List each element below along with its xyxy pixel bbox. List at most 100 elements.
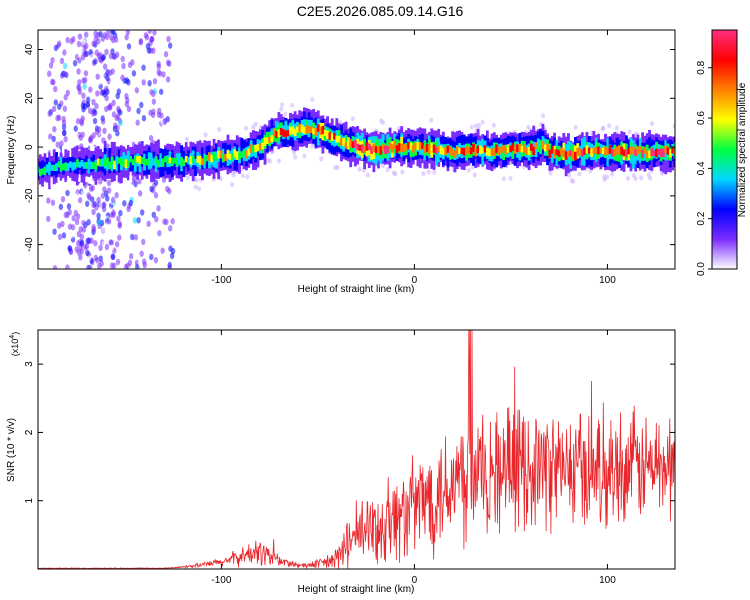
heatmap-noise-cell (167, 60, 172, 67)
heatmap-ridge-cell (168, 157, 172, 164)
heatmap-ridge-cell (393, 140, 397, 150)
heatmap-noise-cell (48, 62, 54, 69)
heatmap-ridge-cell (180, 157, 184, 166)
heatmap-ridge-cell (279, 127, 283, 136)
heatmap-noise-cell (55, 114, 60, 122)
heatmap-ridge-cell (585, 145, 589, 154)
heatmap-noise-cell (280, 102, 285, 108)
heatmap-ridge-cell (71, 162, 75, 171)
heatmap-ridge-cell (474, 148, 478, 157)
heatmap-ridge-cell (381, 144, 385, 151)
heatmap-noise-cell (102, 63, 108, 70)
heatmap-ridge-cell (423, 146, 427, 154)
heatmap-ridge-cell (337, 135, 341, 143)
heatmap-ridge-cell (342, 137, 346, 147)
heatmap-noise-cell (78, 244, 83, 251)
heatmap-ridge-cell (133, 155, 137, 172)
heatmap-ridge-cell (314, 127, 318, 136)
heatmap-noise-cell (59, 140, 64, 147)
heatmap-ridge-cell (119, 158, 123, 166)
heatmap-noise-cell (151, 47, 156, 54)
heatmap-ridge-cell (435, 146, 438, 154)
heatmap-ridge-cell (291, 126, 295, 135)
heatmap-ridge-cell (497, 146, 501, 156)
heatmap-noise-cell (161, 71, 166, 78)
heatmap-ridge-cell (476, 145, 480, 153)
heatmap-ridge-cell (485, 147, 489, 156)
heatmap-noise-cell (92, 117, 98, 125)
heatmap-ridge-cell (550, 146, 554, 164)
heatmap-noise-cell (385, 167, 390, 173)
heatmap-noise-cell (74, 131, 79, 138)
heatmap-ridge-cell (293, 128, 297, 136)
heatmap-ridge-cell (615, 146, 619, 155)
heatmap-ridge-cell (567, 150, 570, 157)
heatmap-ridge-cell (606, 148, 610, 155)
heatmap-ridge-cell (479, 145, 482, 155)
heatmap-ridge-cell (548, 149, 552, 159)
heatmap-noise-cell (159, 112, 164, 119)
heatmap-noise-cell (491, 122, 496, 128)
snr-y-axis-label: SNR (10 * v/v) (6, 418, 17, 482)
heatmap-ridge-cell (316, 124, 320, 132)
heatmap-ridge-cell (664, 147, 668, 161)
heatmap-noise-cell (77, 88, 83, 95)
heatmap-noise-cell (84, 31, 89, 38)
heatmap-ridge-cell (634, 149, 638, 157)
heatmap-noise-cell (98, 200, 104, 208)
heatmap-ridge-cell (145, 159, 149, 166)
heatmap-noise-cell (76, 68, 81, 75)
heatmap-noise-cell (94, 128, 100, 136)
heatmap-ridge-cell (657, 148, 661, 156)
heatmap-ridge-cell (594, 146, 598, 155)
heatmap-ridge-cell (655, 148, 658, 158)
heatmap-ridge-cell (356, 143, 360, 151)
heatmap-ridge-cell (627, 147, 631, 155)
heatmap-noise-cell (93, 240, 98, 247)
heatmap-noise-cell (146, 220, 151, 228)
heatmap-noise-cell (109, 80, 114, 87)
heatmap-noise-cell (153, 192, 159, 199)
heatmap-noise-cell (429, 117, 434, 123)
heatmap-noise-cell (86, 255, 92, 262)
heatmap-noise-cell (251, 124, 256, 130)
heatmap-ridge-cell (453, 150, 457, 158)
heatmap-ridge-cell (219, 150, 223, 159)
heatmap-ridge-cell (103, 159, 107, 167)
heatmap-noise-cell (230, 182, 235, 188)
heatmap-noise-cell (100, 35, 106, 42)
heatmap-ridge-cell (115, 157, 119, 171)
heatmap-noise-cell (508, 175, 513, 181)
heatmap-noise-cell (146, 47, 152, 54)
x-tick-label: -100 (211, 575, 231, 586)
heatmap-ridge-cell (509, 145, 512, 153)
heatmap-ridge-cell (233, 149, 237, 158)
heatmap-noise-cell (151, 211, 157, 219)
heatmap-ridge-cell (571, 151, 575, 160)
heatmap-noise-cell (106, 218, 112, 225)
heatmap-ridge-cell (400, 143, 404, 153)
heatmap-ridge-cell (529, 143, 533, 151)
heatmap-ridge-cell (430, 146, 434, 156)
heatmap-ridge-cell (573, 151, 577, 161)
heatmap-ridge-cell (527, 147, 531, 156)
heatmap-noise-cell (128, 116, 133, 123)
heatmap-noise-cell (526, 124, 531, 130)
heatmap-noise-cell (88, 185, 94, 192)
heatmap-noise-cell (104, 259, 109, 266)
heatmap-noise-cell (110, 253, 116, 261)
heatmap-ridge-cell (346, 138, 350, 147)
heatmap-noise-cell (79, 239, 85, 246)
heatmap-ridge-cell (425, 143, 429, 152)
heatmap-ridge-cell (370, 146, 373, 154)
heatmap-ridge-cell (214, 154, 218, 161)
heatmap-ridge-cell (335, 135, 339, 143)
heatmap-ridge-cell (147, 158, 151, 166)
heatmap-noise-cell (65, 89, 70, 97)
heatmap-noise-cell (139, 101, 144, 109)
heatmap-ridge-cell (173, 157, 177, 164)
heatmap-noise-cell (56, 103, 62, 110)
heatmap-ridge-cell (455, 146, 459, 155)
heatmap-ridge-cell (534, 142, 538, 158)
heatmap-noise-cell (159, 130, 165, 137)
